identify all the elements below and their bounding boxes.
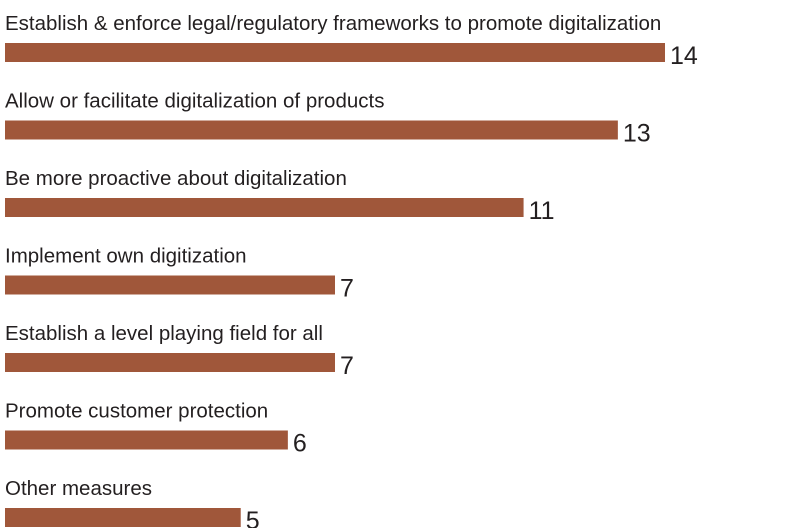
category-label: Establish a level playing field for all (5, 322, 323, 345)
bar (5, 275, 335, 295)
bar (5, 43, 665, 62)
category-label: Promote customer protection (5, 400, 268, 423)
value-label: 13 (623, 120, 651, 148)
category-label: Other measures (5, 477, 152, 500)
bar (5, 508, 241, 527)
value-label: 5 (246, 507, 260, 528)
value-label: 11 (529, 197, 555, 225)
value-label: 14 (670, 42, 698, 70)
value-label: 7 (340, 352, 354, 380)
value-label: 7 (340, 275, 354, 303)
bar (5, 120, 618, 140)
bar (5, 430, 288, 450)
category-label: Implement own digitization (5, 245, 247, 268)
category-label: Establish & enforce legal/regulatory fra… (5, 12, 661, 35)
category-label: Allow or facilitate digitalization of pr… (5, 90, 384, 113)
bar (5, 353, 335, 372)
bar (5, 198, 524, 217)
value-label: 6 (293, 430, 307, 458)
category-label: Be more proactive about digitalization (5, 167, 347, 190)
